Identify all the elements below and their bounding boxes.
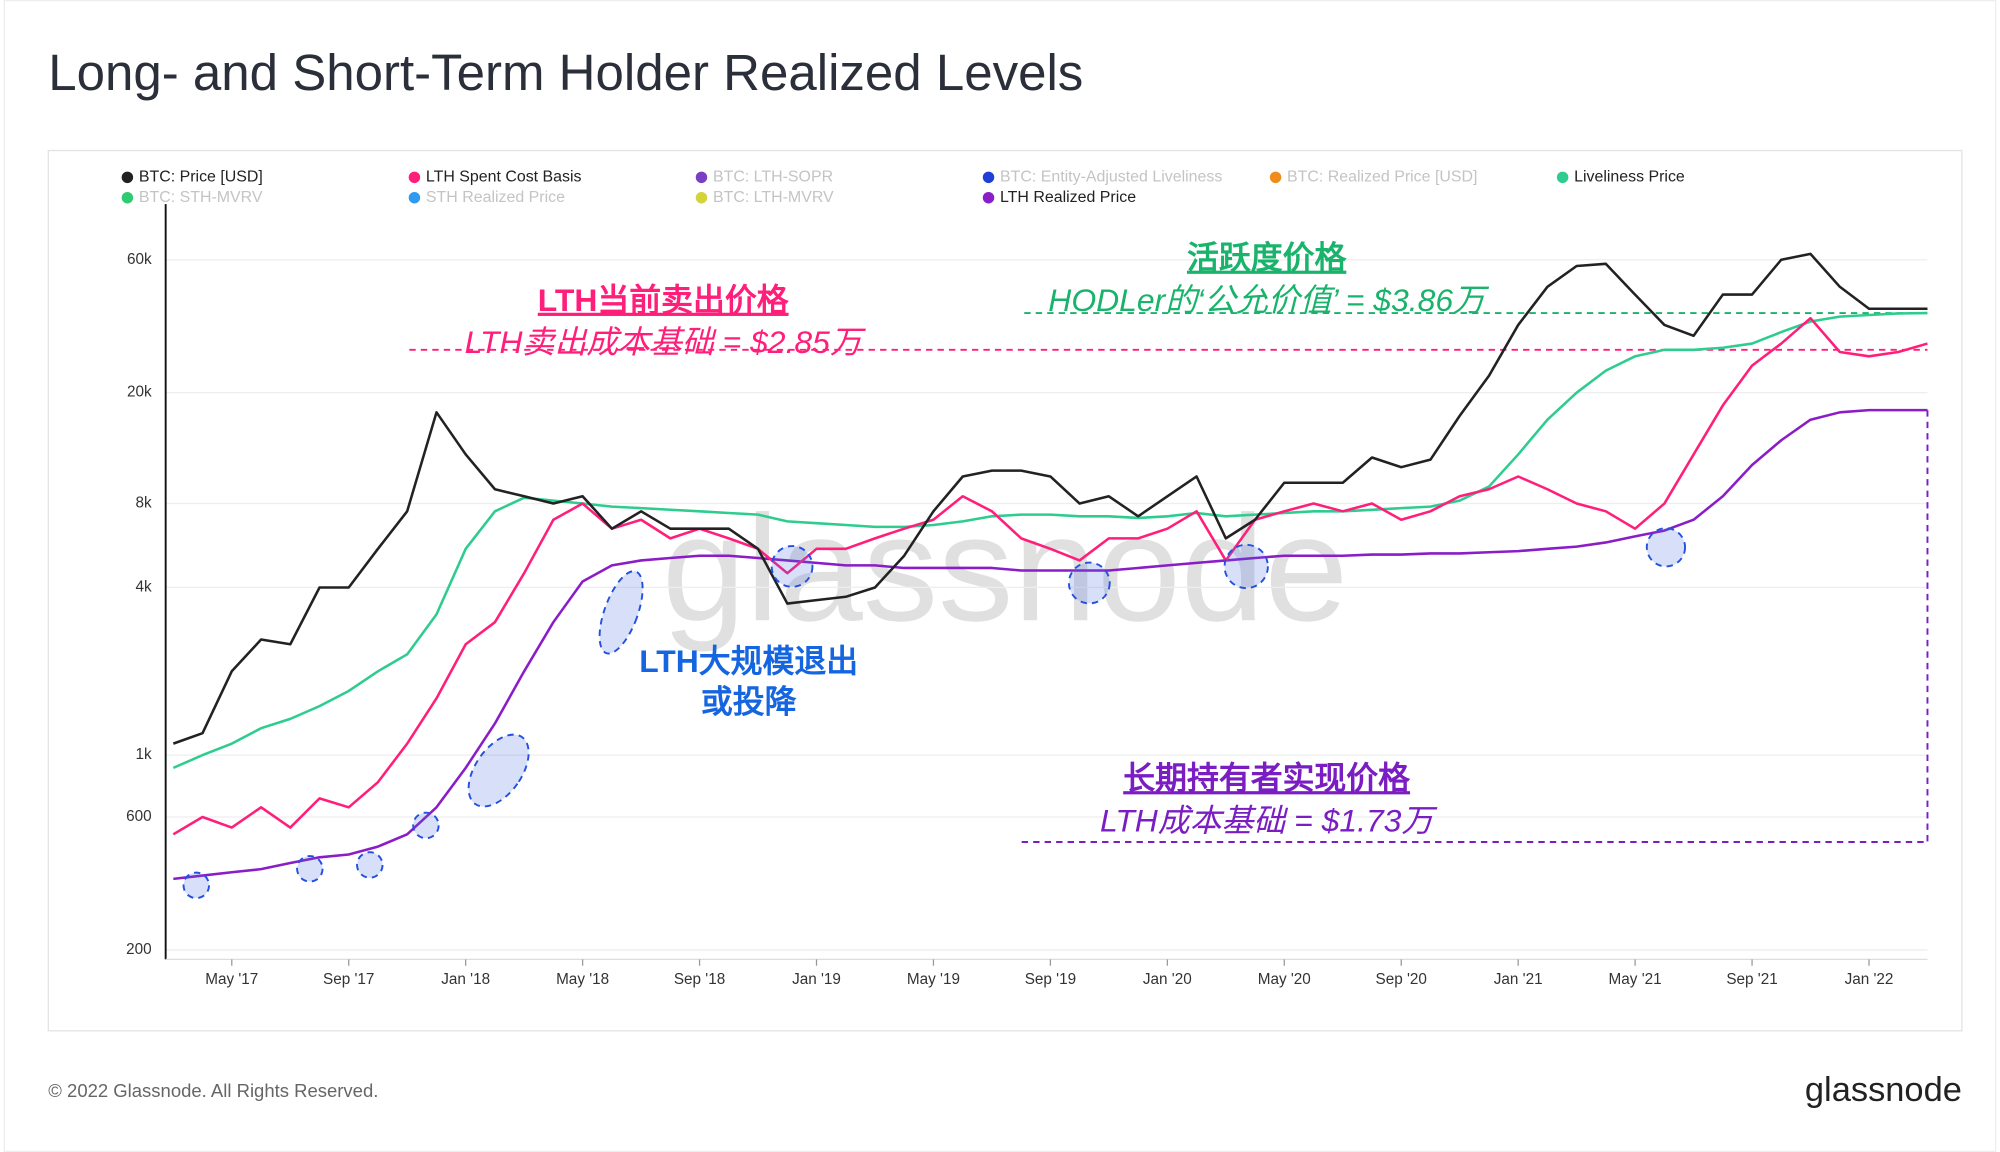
x-tick-label: Sep '20 <box>1376 971 1427 988</box>
chart-title: Long- and Short-Term Holder Realized Lev… <box>48 44 1083 101</box>
x-tick-label: Jan '20 <box>1143 971 1192 988</box>
legend-label: BTC: LTH-SOPR <box>713 169 833 186</box>
x-tick-label: May '20 <box>1258 971 1311 988</box>
y-tick-label: 200 <box>126 941 152 958</box>
legend-swatch <box>982 192 995 204</box>
annotation-title: LTH当前卖出价格 <box>538 282 790 318</box>
legend-swatch <box>1556 171 1569 184</box>
series-line <box>172 252 1928 745</box>
footer: © 2022 Glassnode. All Rights Reserved. <box>48 1080 378 1101</box>
highlight-circle <box>296 855 324 883</box>
legend-label: Liveliness Price <box>1574 169 1685 186</box>
annotation-text: HODLer的‘公允价值’ = $3.86万 <box>1048 282 1490 318</box>
x-tick-label: Sep '18 <box>674 971 725 988</box>
highlight-circle <box>1645 527 1687 568</box>
legend-swatch <box>408 192 421 204</box>
highlight-circle <box>182 871 210 900</box>
x-tick-label: May '17 <box>205 971 258 988</box>
x-tick-label: Sep '17 <box>323 971 374 988</box>
legend-swatch <box>982 171 995 184</box>
y-tick-label: 60k <box>127 251 152 268</box>
chart-frame <box>47 149 1963 1032</box>
legend-label: LTH Spent Cost Basis <box>426 169 582 186</box>
annotation-text: LTH成本基础 = $1.73万 <box>1100 802 1438 838</box>
legend-swatch <box>695 171 708 184</box>
highlight-circle <box>467 733 530 808</box>
x-tick-label: Jan '21 <box>1494 971 1543 988</box>
highlight-circle <box>1067 561 1111 605</box>
highlight-circle <box>412 811 440 840</box>
legend-swatch <box>408 171 421 184</box>
x-tick-label: Jan '18 <box>441 971 490 988</box>
x-tick-label: Jan '19 <box>792 971 841 988</box>
annotation-title: 活跃度价格 <box>1187 240 1347 276</box>
y-tick-label: 600 <box>126 808 152 825</box>
highlight-circles <box>182 527 1687 900</box>
legend-label: BTC: Entity-Adjusted Liveliness <box>1000 169 1222 186</box>
legend-label: BTC: LTH-MVRV <box>713 189 834 206</box>
legend-label: BTC: Realized Price [USD] <box>1287 169 1477 186</box>
highlight-circle <box>1223 543 1269 590</box>
legend-swatch <box>1269 171 1282 184</box>
x-tick-label: Jan '22 <box>1845 971 1894 988</box>
y-tick-label: 4k <box>135 578 152 595</box>
x-tick-label: Sep '21 <box>1726 971 1777 988</box>
y-tick-label: 8k <box>135 495 152 512</box>
legend-swatch <box>121 171 134 184</box>
x-tick-label: May '18 <box>556 971 609 988</box>
series-line <box>172 316 1928 836</box>
legend: BTC: Price [USD] LTH Spent Cost Basis Live… <box>121 169 1685 206</box>
y-tick-label: 20k <box>127 384 152 401</box>
annotation-text: LTH大规模退出 <box>639 643 858 679</box>
x-tick-label: May '19 <box>907 971 960 988</box>
legend-swatch <box>695 192 708 204</box>
annotation-text: LTH卖出成本基础 = $2.85万 <box>465 324 867 360</box>
legend-label: BTC: Price [USD] <box>139 169 263 186</box>
series-line <box>173 408 1928 881</box>
highlight-circle <box>356 851 384 879</box>
legend-label: STH Realized Price <box>426 189 565 206</box>
annotation-text: 或投降 <box>701 684 797 720</box>
y-tick-label: 1k <box>135 746 152 763</box>
legend-swatch <box>121 192 134 204</box>
legend-label: BTC: STH-MVRV <box>139 189 263 206</box>
x-tick-label: May '21 <box>1609 971 1662 988</box>
series-line <box>172 311 1928 770</box>
highlight-circle <box>598 570 644 655</box>
annotation-title: 长期持有者实现价格 <box>1123 760 1411 796</box>
highlight-circle <box>770 545 814 588</box>
x-tick-label: Sep '19 <box>1025 971 1076 988</box>
logo: glassnode <box>1805 1071 1962 1109</box>
plot-area: 200 600 1k 4k 8k 20k 60k May '17 Sep '17 Jan '18 M… <box>126 204 1929 988</box>
legend-label: LTH Realized Price <box>1000 189 1136 206</box>
